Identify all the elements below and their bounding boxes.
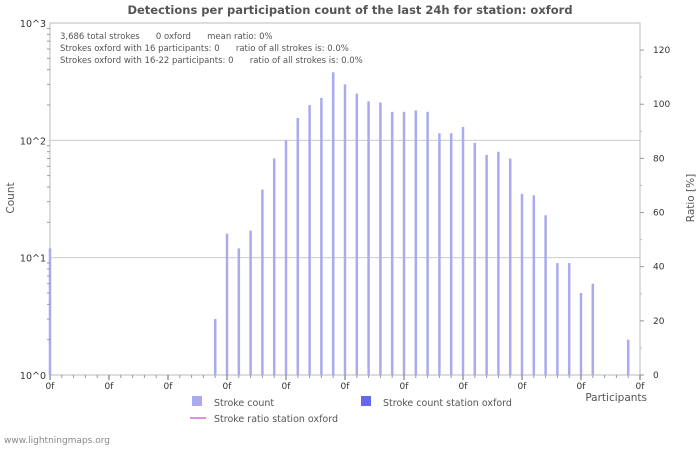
- bar-stroke-count: [556, 263, 559, 375]
- bar-stroke-count: [237, 248, 241, 375]
- bar-stroke-count: [402, 111, 406, 375]
- bar-stroke-count: [272, 158, 276, 375]
- x-axis-label: Participants: [585, 392, 647, 404]
- y-tick-label: 10^3: [20, 19, 46, 30]
- bar-stroke-count: [355, 93, 359, 375]
- bar-stroke-count: [544, 215, 547, 375]
- bar-stroke-count: [438, 133, 441, 375]
- y-axis-label: Count: [5, 182, 17, 213]
- bar-stroke-count: [379, 102, 382, 375]
- bar-stroke-count: [284, 140, 288, 375]
- bar-stroke-count: [461, 126, 465, 376]
- legend: Stroke count Stroke count station oxford…: [190, 396, 512, 425]
- bar-stroke-count: [626, 339, 630, 375]
- bar-stroke-count: [449, 133, 453, 375]
- legend-label-stroke-count: Stroke count: [214, 398, 274, 409]
- bar-stroke-count: [520, 193, 524, 375]
- bar-stroke-count: [390, 111, 394, 375]
- x-tick-label: 0f: [164, 382, 174, 392]
- y-tick-label: 10^1: [20, 254, 46, 265]
- y2-tick-label: 100: [653, 100, 670, 110]
- x-tick-label: 0f: [400, 382, 410, 392]
- x-tick-label: 0f: [223, 382, 233, 392]
- bar-stroke-count: [485, 154, 488, 375]
- y2-tick-label: 120: [653, 46, 670, 56]
- bar-stroke-count: [567, 263, 571, 375]
- bar-stroke-count: [225, 233, 229, 375]
- y-tick-label: 10^2: [20, 136, 46, 147]
- info-line-1: 3,686 total strokes 0 oxford mean ratio:…: [60, 32, 273, 42]
- x-tick-label: 0f: [341, 382, 351, 392]
- y2-tick-label: 40: [653, 263, 665, 273]
- bars: [48, 72, 630, 376]
- y2-tick-label: 0: [653, 371, 659, 381]
- chart-title: Detections per participation count of th…: [127, 3, 572, 17]
- y2-axis-label: Ratio [%]: [685, 174, 697, 222]
- bar-stroke-count: [296, 118, 300, 375]
- legend-label-station-count: Stroke count station oxford: [383, 398, 512, 409]
- y-tick-label: 10^0: [20, 371, 46, 382]
- y2-tick-label: 80: [653, 154, 665, 164]
- bar-stroke-count: [579, 292, 583, 375]
- x-tick-label: 0f: [105, 382, 115, 392]
- bar-stroke-count: [414, 110, 418, 375]
- bar-stroke-count: [213, 319, 217, 375]
- x-tick-label: 0f: [459, 382, 469, 392]
- bar-stroke-count: [532, 195, 536, 375]
- footer-credit: www.lightningmaps.org: [4, 436, 110, 446]
- bar-stroke-count: [261, 189, 264, 375]
- legend-label-station-ratio: Stroke ratio station oxford: [214, 414, 338, 425]
- bar-stroke-count: [320, 97, 323, 375]
- x-tick-label: 0f: [518, 382, 528, 392]
- info-line-2: Strokes oxford with 16 participants: 0 r…: [60, 44, 349, 54]
- x-tick-label: 0f: [46, 382, 56, 392]
- info-line-3: Strokes oxford with 16-22 participants: …: [60, 56, 363, 66]
- x-tick-label: 0f: [636, 382, 646, 392]
- axes: 10^0 10^1 10^2 10^3 0 20 40 60 80 100 120 0f 0f 0f 0f 0…: [20, 19, 671, 392]
- bar-stroke-count: [497, 151, 500, 375]
- bar-stroke-count: [343, 84, 347, 375]
- y2-tick-label: 60: [653, 209, 665, 219]
- bar-stroke-count: [331, 72, 335, 375]
- x-tick-label: 0f: [282, 382, 292, 392]
- y2-tick-label: 20: [653, 317, 665, 327]
- bar-stroke-count: [367, 101, 370, 375]
- bar-stroke-count: [308, 105, 311, 375]
- bar-stroke-count: [473, 142, 477, 375]
- bar-stroke-count: [591, 283, 595, 375]
- bar-stroke-count: [249, 230, 252, 375]
- bar-stroke-count: [48, 248, 52, 375]
- x-tick-label: 0f: [577, 382, 587, 392]
- legend-swatch-stroke-count: [192, 396, 202, 406]
- bar-stroke-count: [508, 158, 512, 375]
- legend-swatch-station-count: [361, 396, 371, 406]
- bar-stroke-count: [426, 111, 429, 375]
